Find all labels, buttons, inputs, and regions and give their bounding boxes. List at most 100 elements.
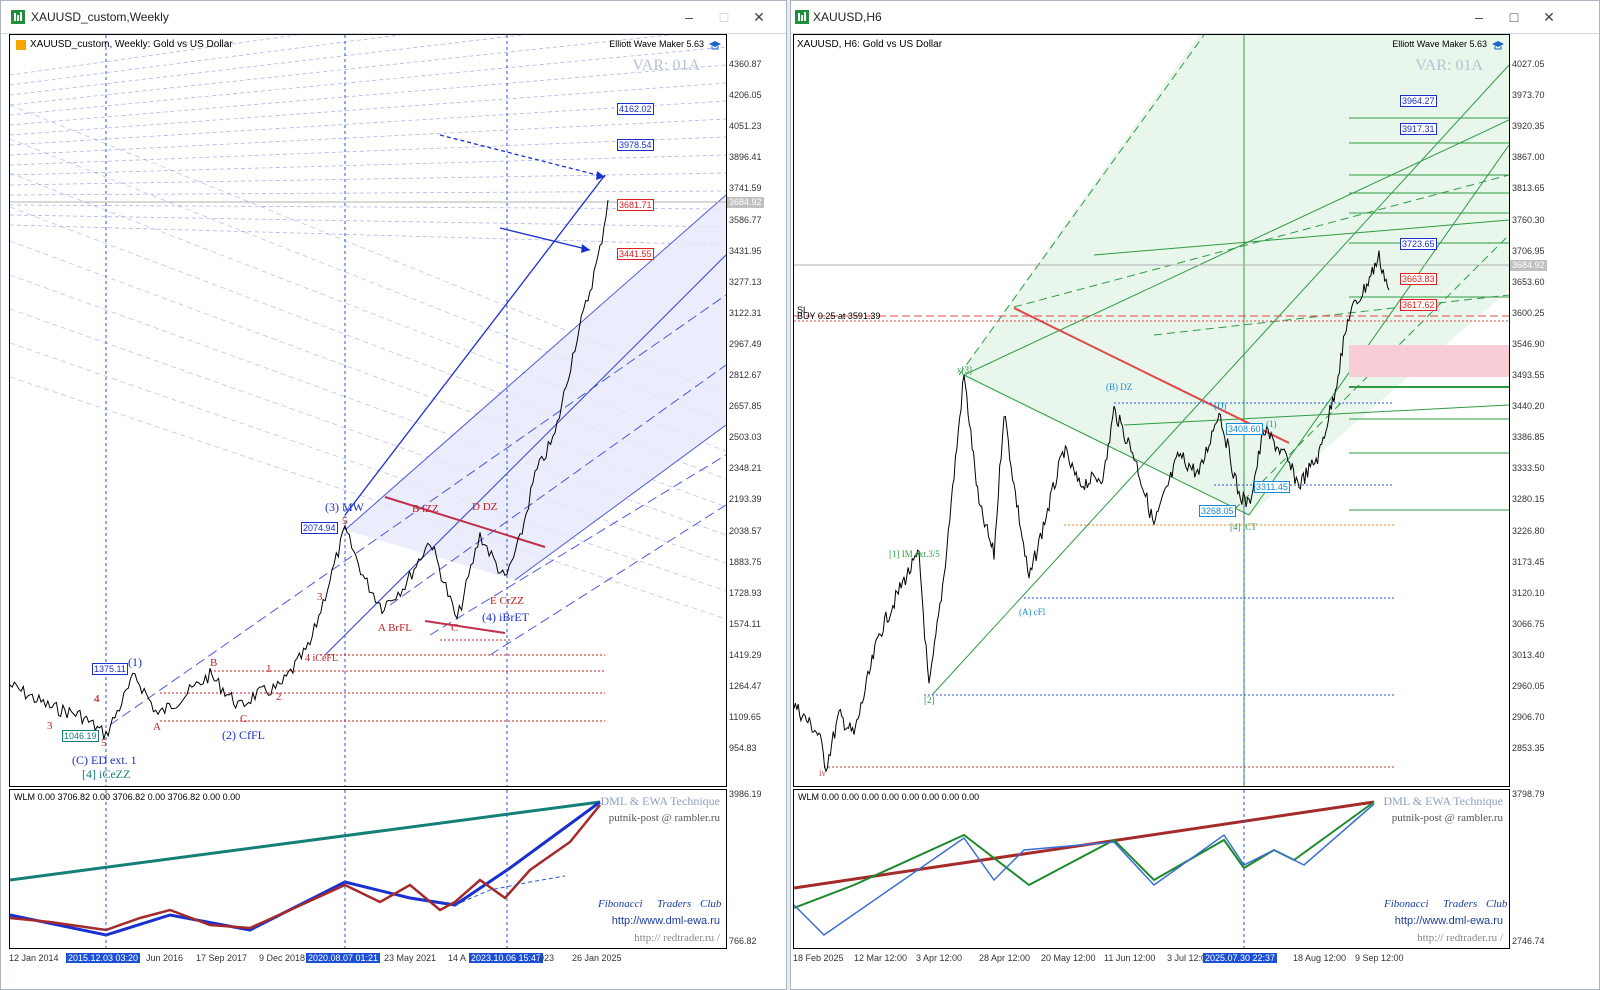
sl-zone (1349, 345, 1509, 377)
fib-fan-line (10, 206, 726, 480)
fib-fan-line (10, 214, 726, 228)
wave-label: (1) (128, 655, 142, 669)
price-tick: 3973.70 (1512, 90, 1545, 101)
wave-label: 3 (317, 591, 323, 603)
wave-label: [2] (924, 695, 935, 705)
pitchfork-line (931, 64, 1509, 696)
wlm-line-green (794, 801, 1375, 909)
ea-label: Elliott Wave Maker 5.63 (1392, 39, 1487, 49)
price-tick: 3013.40 (1512, 649, 1545, 660)
wlm-line-blue (794, 803, 1375, 936)
title-bar[interactable]: XAUUSD,H6 – □ ✕ (791, 1, 1599, 34)
price-tick: 3277.13 (729, 276, 762, 287)
fib-fan-line (10, 82, 726, 136)
fib-word-1: Fibonacci (598, 898, 643, 910)
price-tick: 3120.10 (1512, 587, 1545, 598)
price-tick: 3280.15 (1512, 494, 1545, 505)
close-icon[interactable]: ✕ (1543, 9, 1555, 25)
price-tick: 3586.77 (729, 214, 762, 225)
price-tick: 3896.41 (729, 152, 762, 163)
fib-fan-line (10, 136, 726, 166)
url-redtrader[interactable]: http:// redtrader.ru / (634, 932, 720, 944)
close-icon[interactable]: ✕ (753, 9, 765, 25)
buy-order-label[interactable]: BUY 0.25 at 3591.39 (797, 311, 881, 321)
wlm-line-teal (10, 800, 601, 882)
wave-label: [4] iCeZZ (82, 767, 131, 781)
wave-label: A (153, 721, 161, 733)
chart-header: XAUUSD, H6: Gold vs US Dollar (797, 39, 942, 50)
price-axis[interactable]: 4360.87 4206.05 4051.23 3896.41 3741.59 3586.… (727, 34, 787, 787)
ea-label: Elliott Wave Maker 5.63 (609, 39, 704, 49)
fib-fan-line (10, 118, 726, 156)
price-tick: 3920.35 (1512, 121, 1545, 132)
chart-header-text: XAUUSD, H6: Gold vs US Dollar (797, 39, 943, 50)
fib-fan-line (10, 46, 726, 116)
price-chart-weekly[interactable] (10, 35, 726, 786)
maximize-icon[interactable]: □ (1509, 9, 1519, 25)
channel-line (109, 294, 726, 726)
price-tick: 2812.67 (729, 370, 762, 380)
main-chart-weekly[interactable]: XAUUSD_custom, Weekly: Gold vs US Dollar… (9, 34, 727, 787)
wlm-indicator[interactable]: WLM 0.00 0.00 0.00 0.00 0.00 0.00 0.00 0… (793, 789, 1510, 949)
wave-label: (C) ED ext. 1 (72, 753, 137, 767)
graduation-cap-icon (1492, 41, 1504, 50)
time-tick: 26 Jan 2025 (572, 953, 622, 963)
price-tick: 3867.00 (1512, 152, 1545, 163)
wave-label: A BrFL (378, 622, 412, 634)
price-chart-h6[interactable] (794, 35, 1509, 786)
wave-label: 3 (47, 720, 53, 732)
wave-label: x[3] (957, 365, 972, 375)
wave-label: B (210, 657, 218, 669)
chart-window-h6[interactable]: XAUUSD,H6 – □ ✕ XAUUSD, H6: Gold vs US D… (790, 0, 1600, 990)
url-dml[interactable]: http://www.dml-ewa.ru (1394, 915, 1503, 927)
title-bar[interactable]: XAUUSD_custom,Weekly – □ ✕ (1, 1, 786, 34)
fib-word-2: Traders (657, 898, 692, 910)
time-tick: 9 Sep 12:00 (1355, 953, 1404, 963)
wlm-indicator[interactable]: WLM 0.00 3706.82 0.00 3706.82 0.00 3706.… (9, 789, 727, 949)
level-box-label: 1046.19 (62, 730, 99, 742)
time-tick: 3 Jul 12:0 (1167, 953, 1207, 963)
sub-axis-bottom: 2746.74 (1512, 936, 1545, 946)
var-label: VAR: 01A (632, 57, 700, 74)
minimize-icon[interactable]: – (685, 9, 693, 25)
time-tick: 9 Dec 2018 (259, 953, 306, 963)
price-tick: 3600.25 (1512, 307, 1545, 318)
price-tick: 1728.93 (729, 587, 762, 598)
window-title: XAUUSD,H6 (813, 10, 882, 24)
price-tick: 3813.65 (1512, 183, 1545, 194)
pitchfork-line (1013, 174, 1509, 308)
level-box-label: 3408.60 (1226, 423, 1263, 435)
price-tick: 2853.35 (1512, 743, 1545, 754)
window-title: XAUUSD_custom,Weekly (31, 10, 169, 24)
fib-fan-line (10, 35, 525, 96)
price-axis[interactable]: 4027.05 3973.70 3920.35 3867.00 3813.65 3760.… (1510, 34, 1570, 787)
time-axis[interactable]: 18 Feb 2025 12 Mar 12:00 3 Apr 12:00 28 Apr… (793, 951, 1510, 967)
channel-line (429, 454, 726, 636)
price-series (794, 250, 1390, 773)
price-tick: 3493.55 (1512, 370, 1545, 380)
price-tick: 3173.45 (1512, 556, 1545, 567)
price-tick: 4360.87 (729, 59, 762, 69)
credit-email: putnik-post @ rambler.ru (1391, 812, 1503, 824)
url-dml[interactable]: http://www.dml-ewa.ru (611, 915, 720, 927)
price-tick: 3706.95 (1512, 245, 1545, 256)
channel-zone (345, 195, 726, 580)
fib-fan-line (10, 35, 674, 106)
target-price-tag: 3663.83 (1400, 273, 1437, 285)
channel-line (489, 504, 726, 656)
mt-chart-icon (11, 10, 25, 24)
price-tick: 4206.05 (729, 90, 762, 101)
url-redtrader[interactable]: http:// redtrader.ru / (1417, 932, 1503, 944)
maximize-icon[interactable]: □ (719, 9, 729, 25)
minimize-icon[interactable]: – (1475, 9, 1483, 25)
sub-axis: 3798.79 2746.74 (1510, 789, 1570, 949)
price-tick: 2193.39 (729, 494, 762, 505)
time-tick: 023 (539, 953, 555, 963)
time-axis[interactable]: 12 Jan 2014 2015.12.03 03:20 Jun 2016 17 Se… (9, 951, 727, 967)
wlm-line-darkred (10, 804, 601, 932)
chart-window-weekly[interactable]: XAUUSD_custom,Weekly – □ ✕ XAUUSD_custom… (0, 0, 787, 990)
arrow-head (596, 171, 605, 180)
main-chart-h6[interactable]: XAUUSD, H6: Gold vs US Dollar Elliott Wa… (793, 34, 1510, 787)
chart-header: XAUUSD_custom, Weekly: Gold vs US Dollar (16, 39, 233, 50)
price-tick: 3760.30 (1512, 214, 1545, 225)
